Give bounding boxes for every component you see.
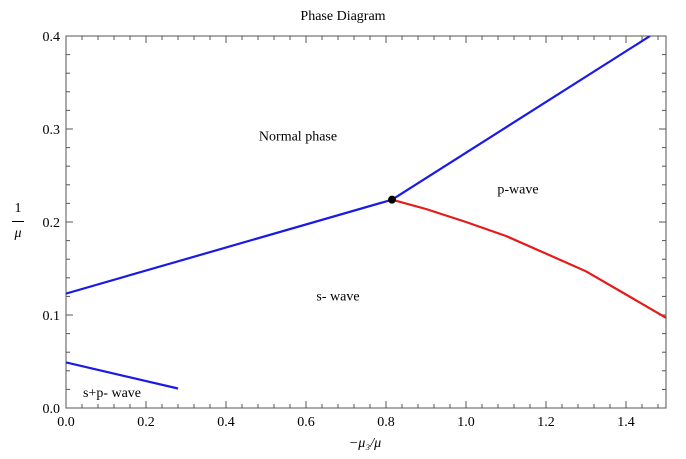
region-label: s+p- wave	[83, 386, 141, 401]
chart-title: Phase Diagram	[300, 9, 386, 24]
y-axis-label: 1 μ	[4, 200, 32, 243]
region-label: s- wave	[316, 289, 359, 304]
x-tick-label: 1.4	[617, 415, 635, 430]
y-tick-label: 0.0	[43, 402, 61, 417]
region-label: Normal phase	[259, 130, 337, 145]
y-axis-label-fraction-bar	[12, 221, 24, 222]
phase-boundary-line-3	[391, 198, 666, 319]
y-tick-label: 0.4	[43, 30, 61, 45]
y-axis-label-numerator: 1	[14, 201, 22, 216]
x-tick-label: 0.0	[57, 415, 75, 430]
x-tick-label: 0.4	[217, 415, 235, 430]
phase-boundary-line-2	[391, 36, 651, 201]
plot-frame	[65, 35, 667, 409]
tricritical-point	[388, 195, 396, 204]
x-tick-label: 1.0	[457, 415, 475, 430]
x-axis-label: −μ₃/μ	[348, 436, 382, 451]
x-tick-label: 0.6	[297, 415, 315, 430]
y-tick-label: 0.2	[43, 216, 61, 231]
y-tick-label: 0.3	[43, 123, 61, 138]
x-tick-label: 0.2	[137, 415, 155, 430]
y-tick-label: 0.1	[43, 309, 61, 324]
region-label: p-wave	[497, 183, 538, 198]
phase-boundary-line-4	[66, 361, 179, 390]
x-tick-label: 1.2	[537, 415, 555, 430]
phase-boundary-line-1	[66, 198, 393, 295]
y-axis-label-denominator: μ	[14, 226, 22, 241]
x-tick-label: 0.8	[377, 415, 395, 430]
